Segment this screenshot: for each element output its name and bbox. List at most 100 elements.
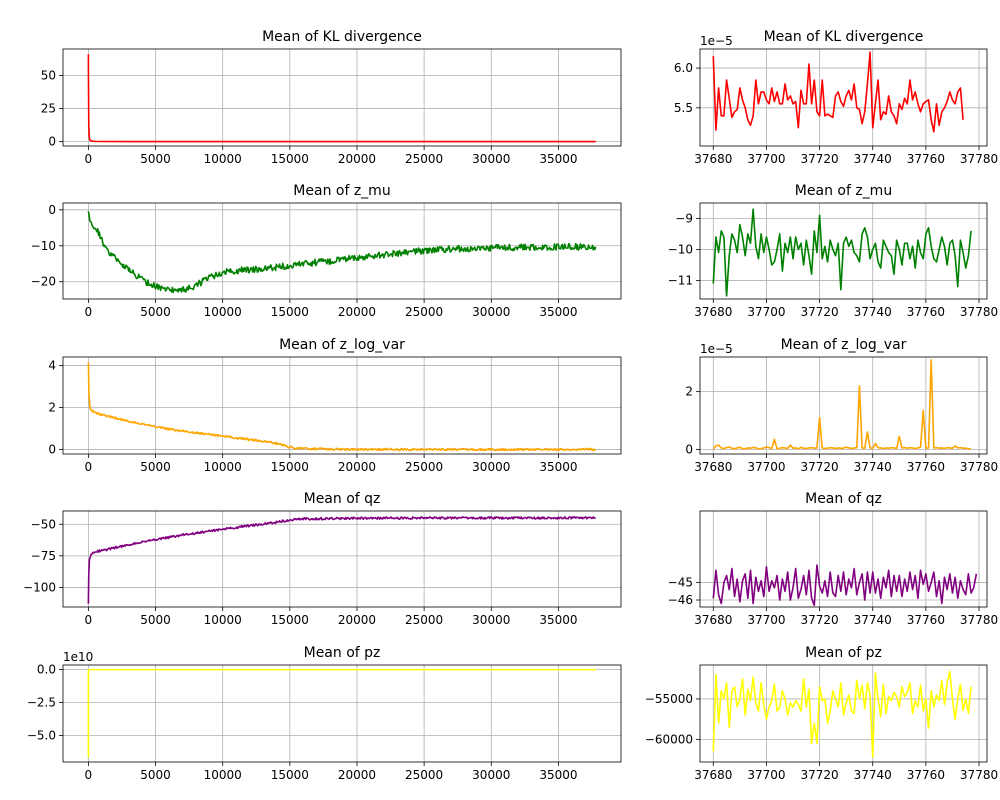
axes-frame [699, 356, 988, 455]
x-tick-label: 20000 [338, 768, 376, 782]
x-tick-label: 5000 [140, 768, 171, 782]
x-tick-label: 37740 [854, 460, 892, 474]
data-series-line [712, 359, 972, 450]
x-tick-label: 10000 [204, 768, 242, 782]
x-tick-label: 37700 [747, 305, 785, 319]
x-tick-label: 37740 [854, 152, 892, 166]
axes-frame [62, 48, 622, 147]
y-tick-label: −100 [23, 580, 56, 594]
x-tick-label: 37760 [907, 768, 945, 782]
subplot-10: 37680 37700 37720 37740 37760 37780 −55000 −600… [645, 645, 998, 782]
chart-title: Mean of qz [304, 491, 381, 507]
x-tick-label: 5000 [140, 460, 171, 474]
x-tick-label: 20000 [338, 460, 376, 474]
y-tick-label: −9 [675, 211, 693, 225]
axes-frame [699, 202, 988, 300]
y-tick-label: −45 [668, 576, 693, 590]
x-tick-label: 25000 [405, 460, 443, 474]
x-tick-label: 37680 [694, 460, 732, 474]
x-tick-label: 15000 [271, 152, 309, 166]
chart-title: Mean of pz [304, 645, 381, 661]
data-series-line [87, 668, 596, 758]
y-tick-label: 6.0 [674, 61, 693, 75]
data-series-line [712, 51, 964, 133]
x-tick-label: 0 [85, 152, 93, 166]
subplot-5: 0 5000 10000 15000 20000 25000 30000 35000 0 2 4 Me… [48, 337, 622, 474]
x-tick-label: 10000 [204, 305, 242, 319]
y-tick-label: 2 [685, 385, 693, 399]
x-tick-label: 37700 [747, 152, 785, 166]
x-tick-label: 25000 [405, 768, 443, 782]
x-tick-label: 37680 [694, 152, 732, 166]
x-tick-label: 0 [85, 768, 93, 782]
x-tick-label: 5000 [140, 613, 171, 627]
y-tick-label: −20 [31, 275, 56, 289]
y-tick-label: 0 [48, 443, 56, 457]
x-tick-label: 20000 [338, 613, 376, 627]
x-tick-label: 20000 [338, 152, 376, 166]
y-tick-label: −50 [31, 517, 56, 531]
chart-title: Mean of KL divergence [764, 29, 924, 45]
y-tick-label: −55000 [645, 692, 693, 706]
x-tick-label: 37700 [747, 613, 785, 627]
y-tick-label: −60000 [645, 732, 693, 746]
x-tick-label: 30000 [472, 152, 510, 166]
y-tick-label: 0.0 [37, 663, 56, 677]
y-tick-label: −2.5 [27, 696, 56, 710]
x-tick-label: 0 [85, 460, 93, 474]
x-tick-label: 37760 [907, 460, 945, 474]
x-tick-label: 0 [85, 613, 93, 627]
subplot-8: 37680 37700 37720 37740 37760 37780 −45 −46 Mean… [668, 491, 998, 627]
x-tick-label: 35000 [539, 152, 577, 166]
x-tick-label: 15000 [271, 305, 309, 319]
subplot-2: 37680 37700 37720 37740 37760 37780 5.5 6.0 Mean… [674, 29, 998, 166]
data-series-line [87, 362, 596, 452]
axis-offset-text: 1e−5 [700, 342, 733, 356]
x-tick-label: 35000 [539, 305, 577, 319]
y-tick-label: 0 [685, 442, 693, 456]
data-series-line [712, 208, 972, 297]
x-tick-label: 37680 [694, 768, 732, 782]
chart-title: Mean of pz [805, 645, 882, 661]
chart-title: Mean of z_log_var [279, 337, 405, 353]
y-tick-label: 50 [41, 68, 56, 82]
y-tick-label: −75 [31, 549, 56, 563]
axes-frame [699, 510, 988, 608]
x-tick-label: 37780 [960, 768, 998, 782]
y-tick-label: −46 [668, 593, 693, 607]
x-tick-label: 37780 [960, 613, 998, 627]
x-tick-label: 35000 [539, 613, 577, 627]
x-tick-label: 37740 [854, 305, 892, 319]
y-tick-label: −11 [668, 273, 693, 287]
y-tick-label: 0 [48, 135, 56, 149]
chart-title: Mean of KL divergence [262, 29, 422, 45]
x-tick-label: 30000 [472, 768, 510, 782]
axes-frame [699, 48, 988, 147]
x-tick-label: 25000 [405, 305, 443, 319]
x-tick-label: 30000 [472, 460, 510, 474]
x-tick-label: 37720 [800, 152, 838, 166]
x-tick-label: 37760 [907, 152, 945, 166]
y-tick-label: −10 [31, 239, 56, 253]
x-tick-label: 30000 [472, 305, 510, 319]
x-tick-label: 37700 [747, 768, 785, 782]
x-tick-label: 37740 [854, 768, 892, 782]
x-tick-label: 35000 [539, 768, 577, 782]
subplot-4: 37680 37700 37720 37740 37760 37780 −9 −10 −11 Me… [668, 183, 998, 319]
chart-title: Mean of z_log_var [781, 337, 907, 353]
x-tick-label: 37760 [907, 613, 945, 627]
x-tick-label: 37740 [854, 613, 892, 627]
x-tick-label: 37720 [800, 768, 838, 782]
y-tick-label: 2 [48, 400, 56, 414]
chart-title: Mean of z_mu [795, 183, 892, 199]
subplot-7: 0 5000 10000 15000 20000 25000 30000 35000 −50 −7… [23, 491, 622, 627]
axes-frame [62, 510, 622, 608]
subplot-6: 37680 37700 37720 37740 37760 37780 0 2 Mean of … [685, 337, 998, 474]
x-tick-label: 37780 [960, 152, 998, 166]
axis-offset-text: 1e−5 [700, 34, 733, 48]
data-series-line [712, 670, 972, 758]
chart-title: Mean of qz [805, 491, 882, 507]
y-tick-label: 4 [48, 358, 56, 372]
data-series-line [87, 211, 597, 294]
